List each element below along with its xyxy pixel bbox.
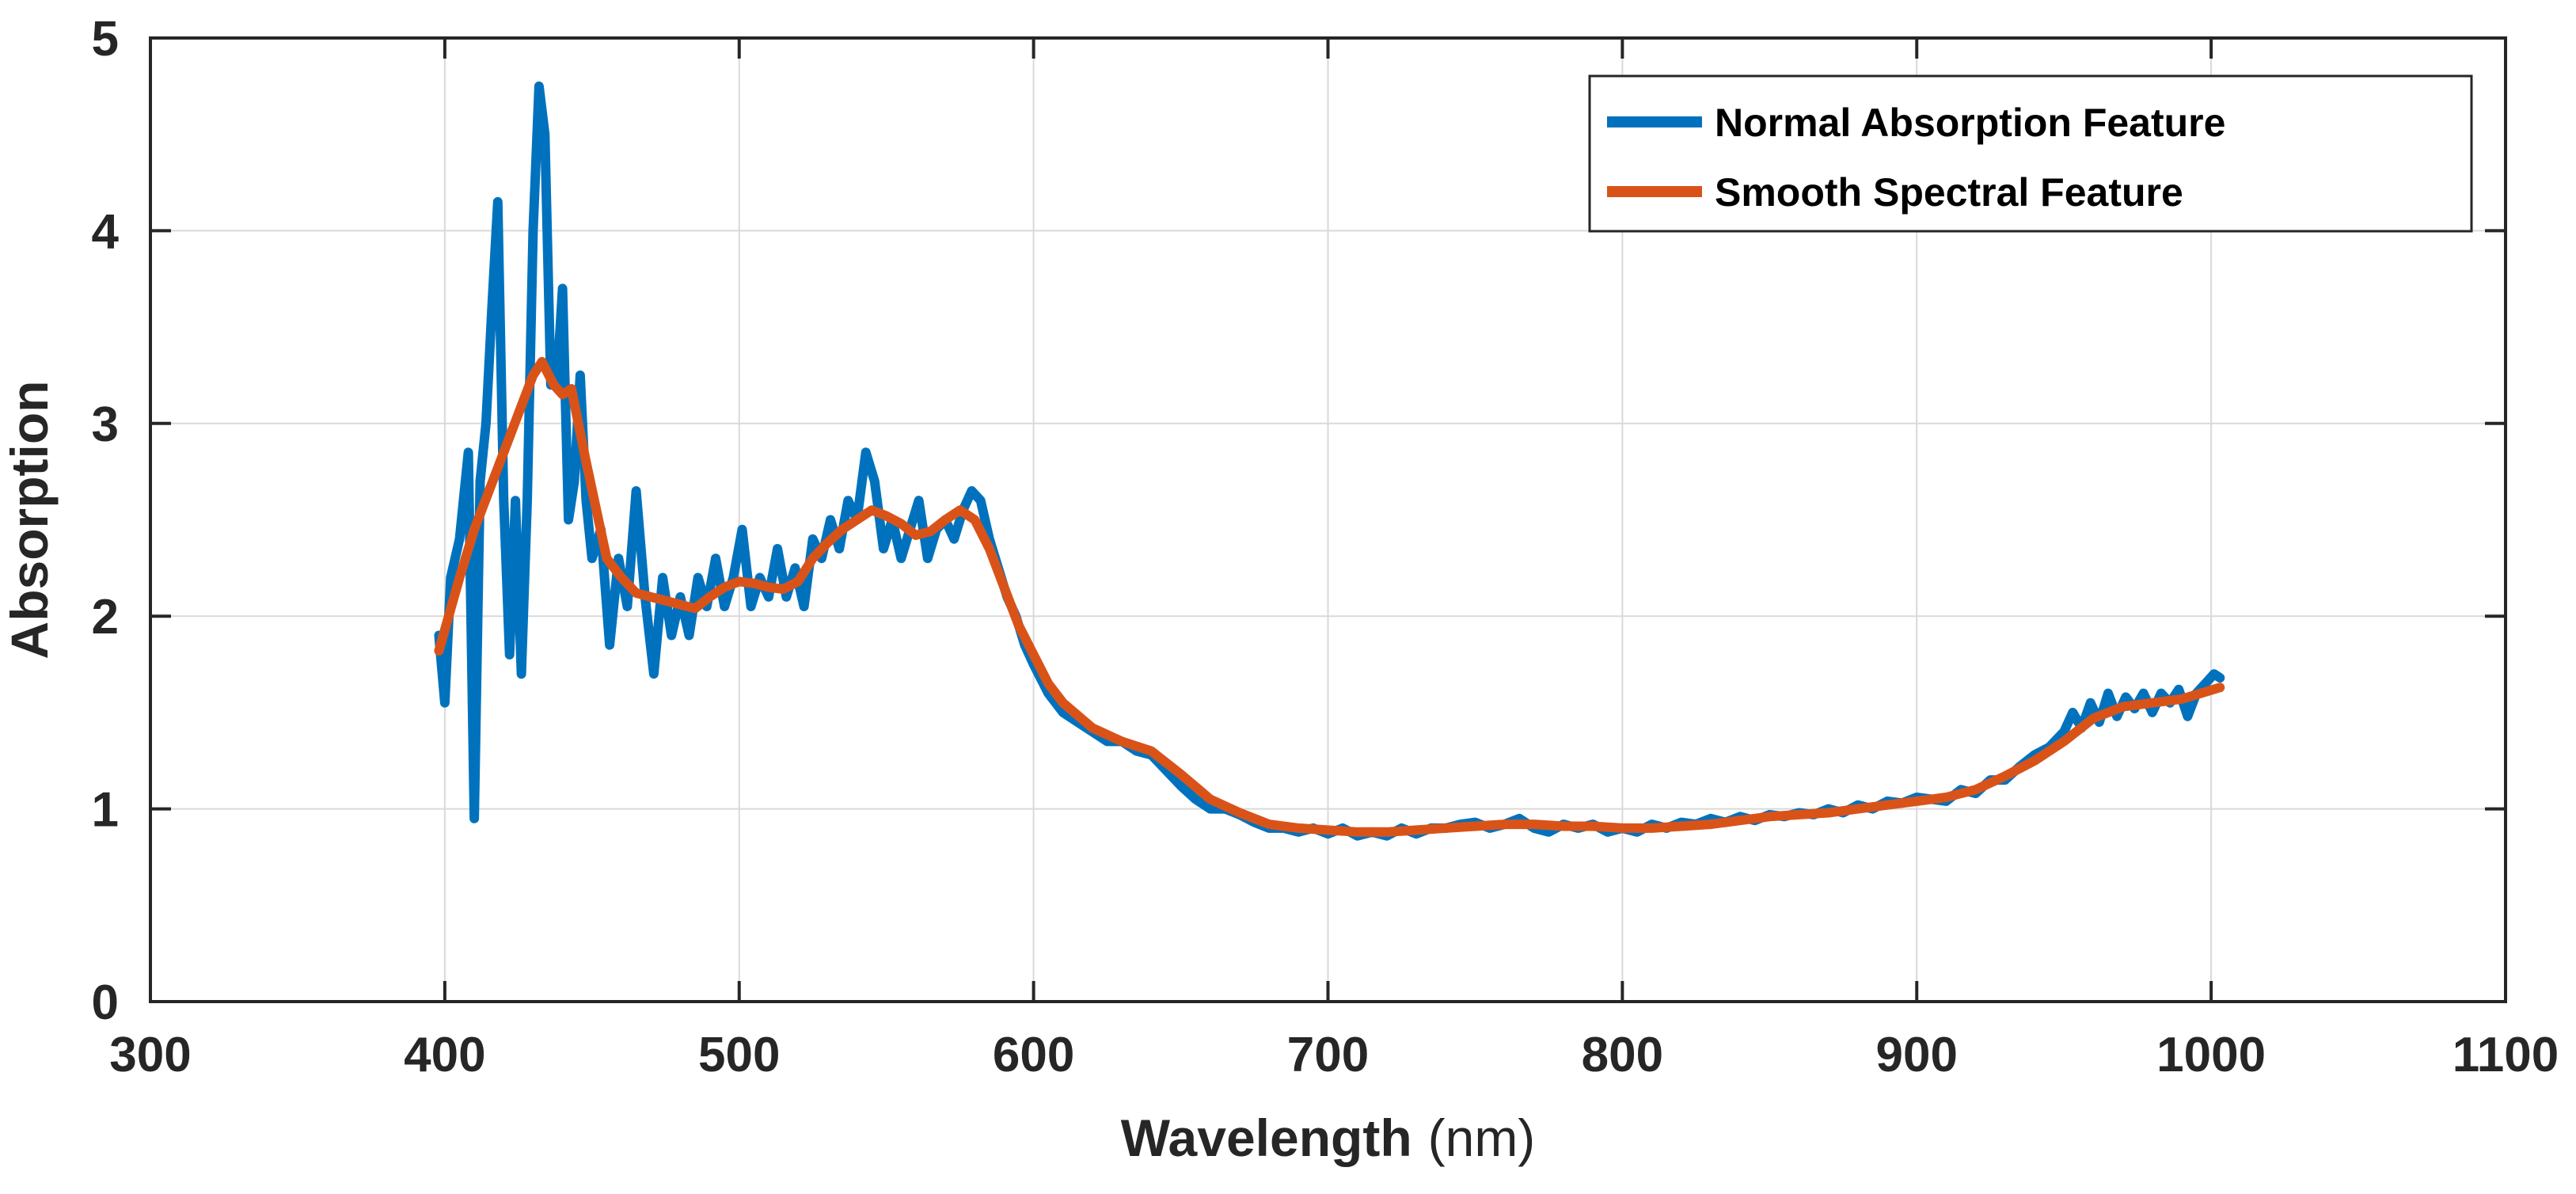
y-axis-label: Absorption [0, 381, 59, 660]
tick-labels: 300 400 500 600 700 800 900 1000 1100 0 1 2 3 4 5 [92, 12, 2559, 1082]
x-axis-label: Wavelength (nm) [1121, 1108, 1536, 1167]
legend-entry-normal-absorption: Normal Absorption Feature [1715, 101, 2225, 145]
x-tick-label-700: 700 [1287, 1028, 1369, 1082]
y-tick-label-0: 0 [92, 975, 119, 1030]
x-tick-label-500: 500 [698, 1028, 780, 1082]
y-tick-label-5: 5 [92, 12, 119, 67]
y-tick-label-1: 1 [92, 783, 119, 838]
series-group [434, 81, 2225, 841]
x-tick-label-300: 300 [109, 1028, 191, 1082]
legend: Normal Absorption Feature Smooth Spectra… [1588, 74, 2473, 233]
x-tick-label-900: 900 [1876, 1028, 1958, 1082]
y-tick-label-4: 4 [92, 204, 120, 259]
axis-ticks [149, 36, 2507, 1003]
x-tick-label-800: 800 [1582, 1028, 1663, 1082]
x-axis-label-unit: (nm) [1428, 1108, 1536, 1167]
x-tick-label-1000: 1000 [2156, 1028, 2266, 1082]
series-line-smooth-spectral [434, 356, 2225, 837]
legend-box [1588, 74, 2473, 233]
x-tick-label-1100: 1100 [2453, 1028, 2559, 1082]
legend-entry-smooth-spectral: Smooth Spectral Feature [1715, 170, 2183, 215]
y-tick-label-3: 3 [92, 397, 119, 452]
x-tick-label-400: 400 [404, 1028, 485, 1082]
y-tick-label-2: 2 [92, 590, 119, 645]
x-axis-label-name: Wavelength [1121, 1108, 1412, 1167]
x-tick-label-600: 600 [993, 1028, 1074, 1082]
